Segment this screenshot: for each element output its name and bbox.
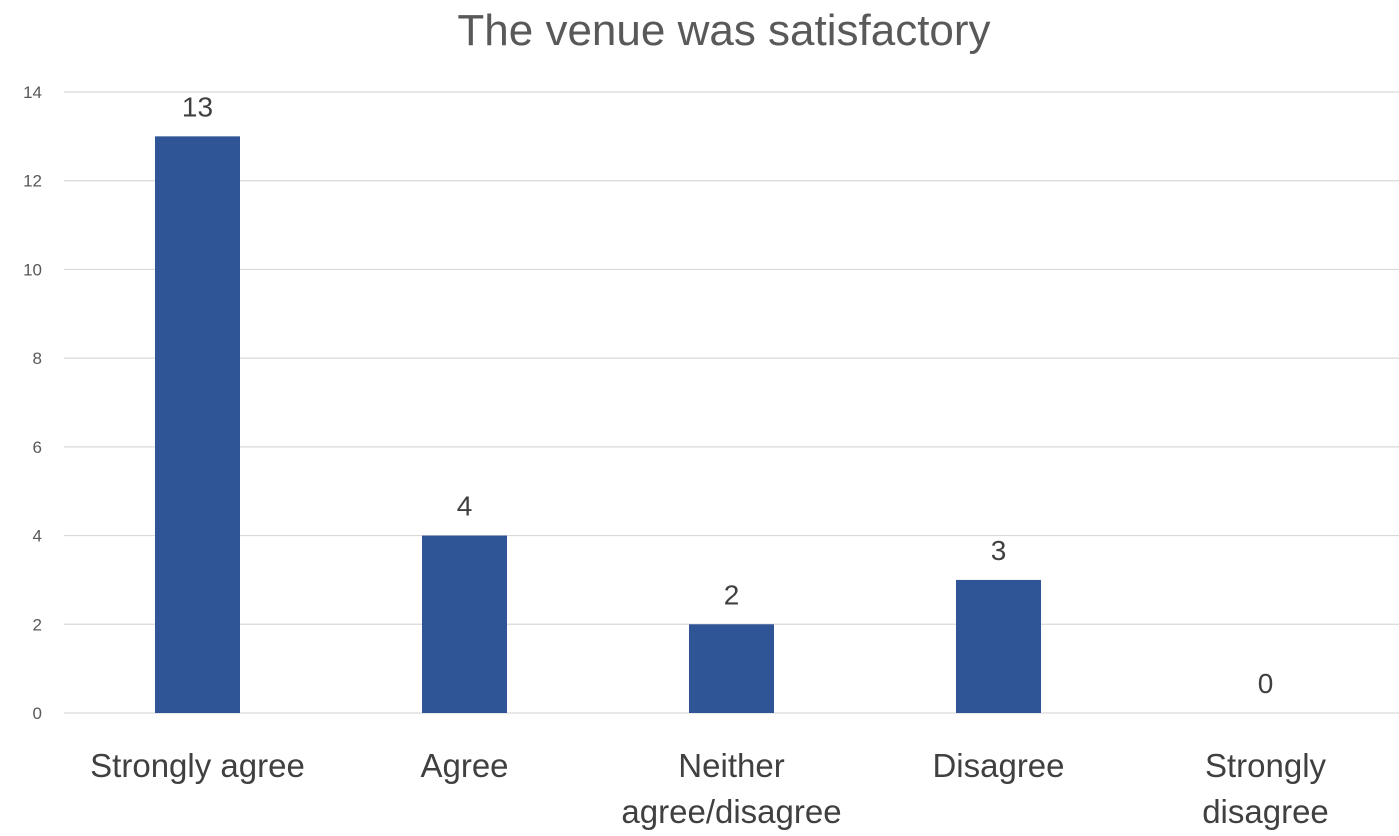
y-tick-label: 8 xyxy=(33,349,42,368)
y-tick-label: 4 xyxy=(33,527,42,546)
bar xyxy=(956,579,1041,713)
y-tick-label: 0 xyxy=(33,704,42,723)
data-label: 4 xyxy=(457,491,473,522)
chart-title: The venue was satisfactory xyxy=(457,6,990,55)
x-tick-label: Strongly agree xyxy=(90,747,305,784)
x-tick-label: Neither agree/disagree xyxy=(621,747,841,830)
bars xyxy=(155,136,1041,713)
y-axis-ticks: 0 2 4 6 8 10 12 14 xyxy=(23,83,42,723)
data-label: 3 xyxy=(991,535,1007,566)
bar xyxy=(422,535,507,713)
bar xyxy=(155,136,240,713)
data-labels: 13 4 2 3 0 xyxy=(182,91,1273,699)
y-tick-label: 12 xyxy=(23,172,42,191)
data-label: 13 xyxy=(182,91,213,122)
data-label: 0 xyxy=(1258,668,1274,699)
x-tick-label: Strongly disagree xyxy=(1202,747,1329,830)
x-tick-label: Agree xyxy=(420,747,508,784)
data-label: 2 xyxy=(724,579,740,610)
x-axis-ticks: Strongly agree Agree Neither agree/disagree… xyxy=(90,747,1329,830)
bar xyxy=(689,624,774,713)
y-tick-label: 6 xyxy=(33,438,42,457)
gridlines xyxy=(64,91,1399,714)
x-tick-label: Disagree xyxy=(932,747,1064,784)
y-tick-label: 2 xyxy=(33,615,42,634)
y-tick-label: 14 xyxy=(23,83,42,102)
y-tick-label: 10 xyxy=(23,260,42,279)
